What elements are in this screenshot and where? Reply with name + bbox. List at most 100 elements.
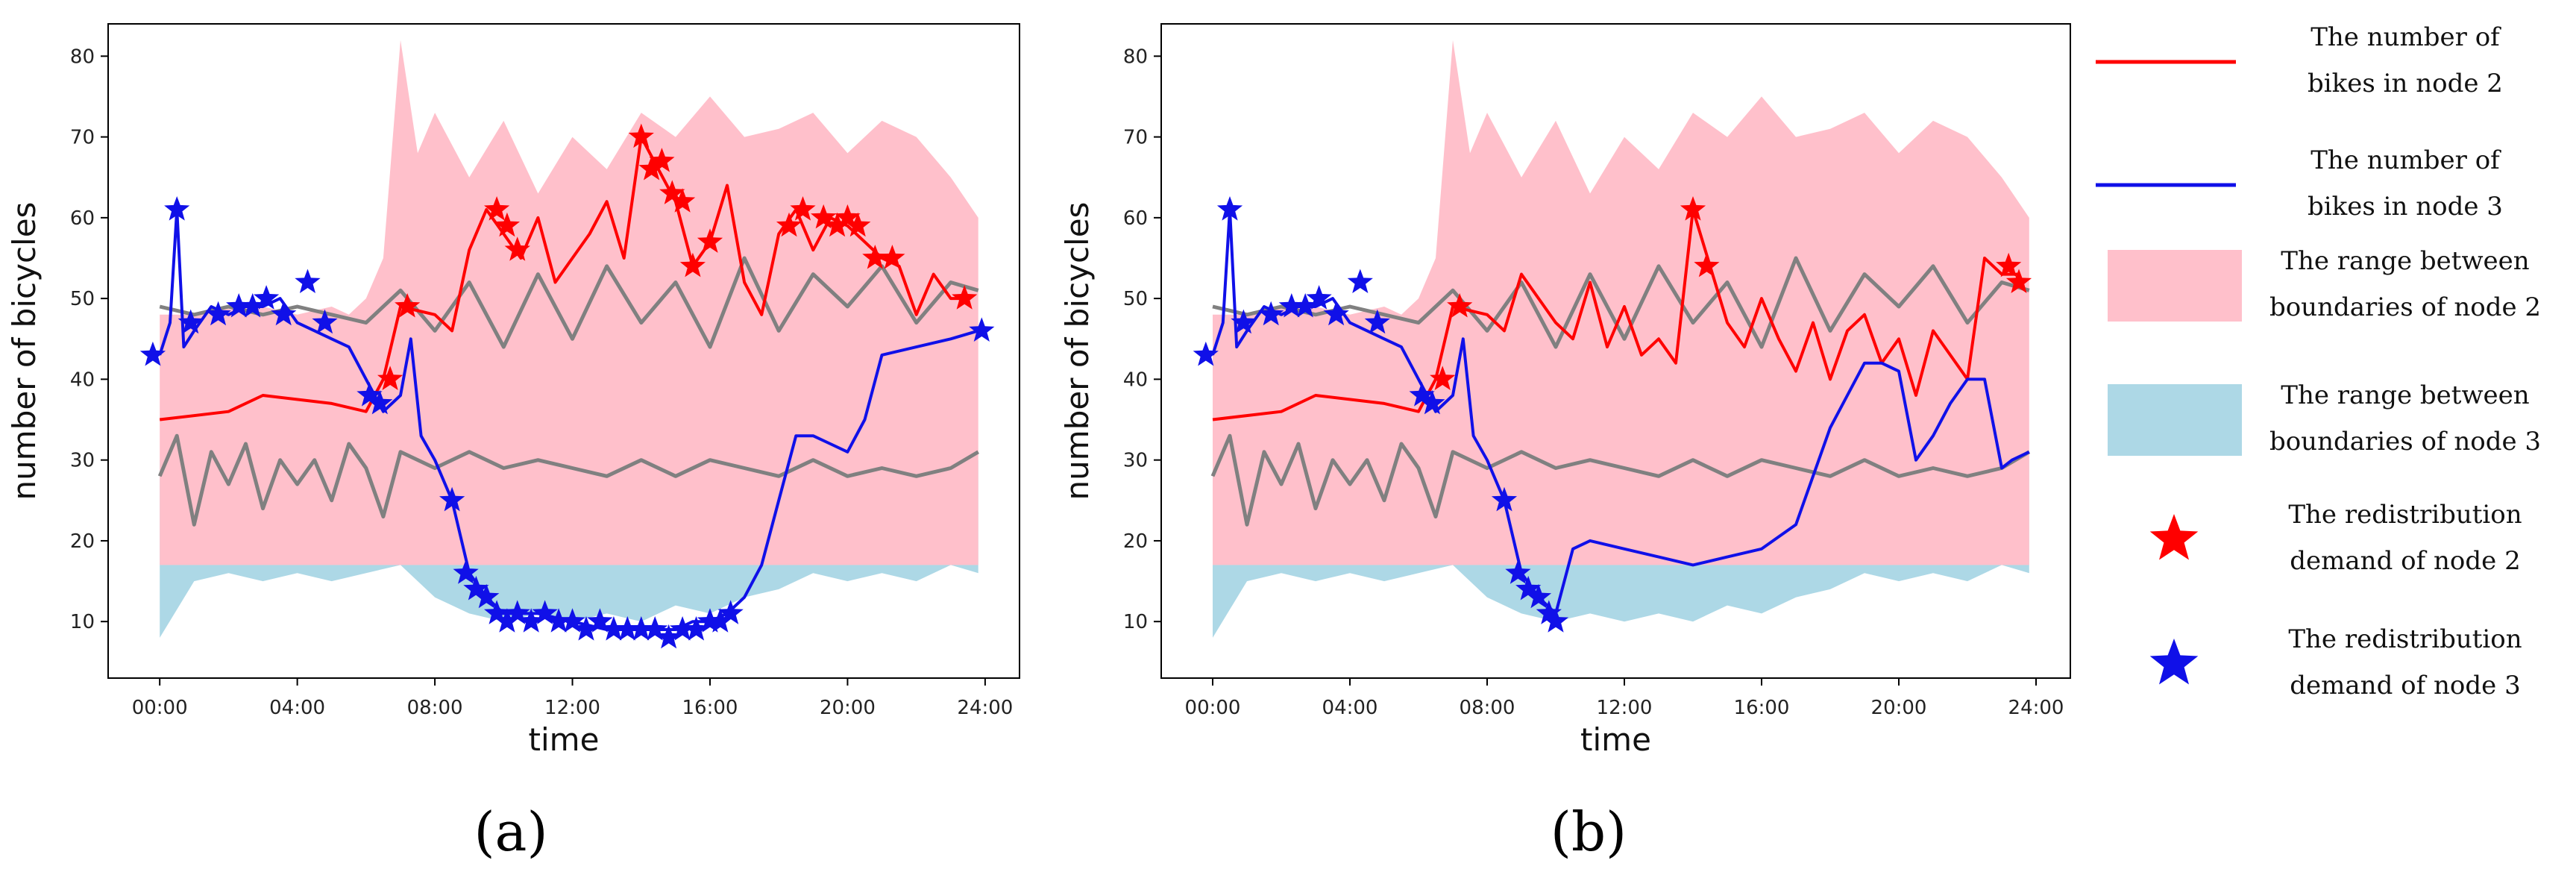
node3-redistribution-star xyxy=(474,583,500,609)
node3-redistribution-star xyxy=(239,293,266,318)
legend-label: The number of xyxy=(2310,22,2501,52)
node2-redistribution-star xyxy=(790,196,816,221)
node2-redistribution-star xyxy=(659,180,685,204)
node2-redistribution-star xyxy=(484,196,510,221)
y-tick-label: 30 xyxy=(1123,450,1148,472)
node3-redistribution-star xyxy=(1505,559,1531,584)
y-tick-label: 40 xyxy=(1123,369,1148,391)
panel-label-b: (b) xyxy=(1551,800,1627,863)
node3-redistribution-star xyxy=(356,382,383,407)
legend-swatch-star xyxy=(2149,514,2199,560)
node2-redistribution-star xyxy=(824,212,850,237)
y-tick-label: 60 xyxy=(70,207,95,230)
node3-redistribution-star xyxy=(600,616,626,641)
legend-label: boundaries of node 2 xyxy=(2269,292,2541,322)
node3-redistribution-star xyxy=(1409,382,1435,407)
node3-redistribution-star xyxy=(532,600,558,624)
node3-redistribution-star xyxy=(1323,301,1349,326)
x-tick-label: 12:00 xyxy=(1597,697,1653,719)
node2-redistribution-star xyxy=(862,245,888,269)
legend-entry-node3_line: The number of bikes in node 3 xyxy=(2096,145,2503,222)
node2-redistribution-star xyxy=(638,155,665,181)
x-tick-label: 08:00 xyxy=(407,697,463,719)
node2-redistribution-star xyxy=(504,236,530,261)
legend-swatch-star xyxy=(2149,639,2199,685)
node2-redistribution-star xyxy=(1694,252,1720,278)
legend-swatch-patch xyxy=(2108,250,2242,322)
node3-redistribution-star xyxy=(1258,301,1284,326)
node3-redistribution-star xyxy=(559,608,585,633)
legend: The number of bikes in node 2 The number o… xyxy=(2096,22,2541,700)
y-tick-label: 80 xyxy=(1123,46,1148,68)
node3-redistribution-star xyxy=(178,309,204,334)
x-tick-label: 04:00 xyxy=(1322,697,1378,719)
panel-a: 00:00 04:00 08:00 12:00 16:00 20:00 24:00 10 20 3… xyxy=(6,23,1020,758)
node2-redistribution-star xyxy=(879,245,905,269)
y-tick-label: 40 xyxy=(70,369,95,391)
y-tick-label: 10 xyxy=(70,611,95,633)
node3-redistribution-star xyxy=(1536,600,1562,624)
y-tick-label: 70 xyxy=(70,127,95,149)
upper-boundary-line xyxy=(1212,256,2030,349)
node3-redistribution-star xyxy=(1525,583,1552,609)
node3-redistribution-star xyxy=(573,616,600,641)
x-tick-label: 24:00 xyxy=(957,697,1013,719)
node3-redistribution-star xyxy=(484,600,510,624)
node2-redistribution-star xyxy=(845,212,871,237)
node3-redistribution-star xyxy=(1193,341,1219,366)
x-tick-label: 24:00 xyxy=(2008,697,2064,719)
node2-redistribution-star xyxy=(649,148,675,172)
axes-frame xyxy=(1160,23,2071,679)
node3-redistribution-star xyxy=(683,616,709,641)
node3-redistribution-star xyxy=(697,608,723,633)
legend-label: boundaries of node 3 xyxy=(2269,427,2541,457)
node3-redistribution-star xyxy=(717,600,744,624)
legend-label: The number of xyxy=(2310,145,2501,175)
node3-redistribution-star xyxy=(1278,293,1304,318)
legend-label: bikes in node 3 xyxy=(2308,192,2503,222)
node3-redistribution-star xyxy=(518,608,544,633)
x-tick-label: 00:00 xyxy=(132,697,188,719)
node2-redistribution-star xyxy=(1996,252,2022,278)
node2-redistribution-star xyxy=(2005,269,2032,293)
x-tick-label: 12:00 xyxy=(544,697,600,719)
node3-redistribution-star xyxy=(1419,389,1445,415)
x-tick-label: 16:00 xyxy=(1734,697,1790,719)
node2-redistribution-star xyxy=(835,204,861,229)
node3-redistribution-star xyxy=(1306,285,1332,310)
node3-redistribution-star xyxy=(226,293,252,318)
node2-redistribution-star xyxy=(811,204,837,229)
node3-redistribution-star xyxy=(271,301,297,326)
node3-redistribution-star xyxy=(453,559,479,584)
node3-redistribution-star xyxy=(1216,196,1243,221)
y-tick-label: 70 xyxy=(1123,127,1148,149)
node3-redistribution-star xyxy=(707,608,733,633)
x-tick-label: 20:00 xyxy=(820,697,876,719)
node2-redistribution-star xyxy=(377,366,403,390)
legend-label: The redistribution xyxy=(2288,500,2522,530)
node3-redistribution-star xyxy=(1364,309,1390,334)
legend-entry-node3_star: The redistribution demand of node 3 xyxy=(2149,624,2522,700)
node2-redistribution-star xyxy=(395,293,421,318)
node3-redistribution-star xyxy=(546,608,572,633)
node2-redistribution-star xyxy=(679,252,706,278)
legend-label: bikes in node 2 xyxy=(2308,69,2503,98)
axes-frame xyxy=(107,23,1020,679)
node2-redistribution-star xyxy=(670,188,696,213)
node2-redistribution-star xyxy=(494,212,520,237)
y-axis-label: number of bicycles xyxy=(1059,202,1096,501)
node3-redistribution-star xyxy=(587,608,613,633)
node3-redistribution-star xyxy=(1491,486,1518,512)
node3-redistribution-star xyxy=(1542,608,1569,633)
y-tick-label: 20 xyxy=(1123,530,1148,553)
node3-redistribution-star xyxy=(1515,575,1542,601)
y-tick-label: 80 xyxy=(70,46,95,68)
node3-redistribution-star xyxy=(656,624,682,649)
legend-entry-node2_star: The redistribution demand of node 2 xyxy=(2149,500,2522,576)
node3-redistribution-star xyxy=(494,608,520,633)
node2-redistribution-star xyxy=(1447,293,1473,318)
legend-label: demand of node 3 xyxy=(2290,671,2520,700)
node3-redistribution-star xyxy=(1231,309,1257,334)
panel-label-a: (a) xyxy=(474,800,547,863)
